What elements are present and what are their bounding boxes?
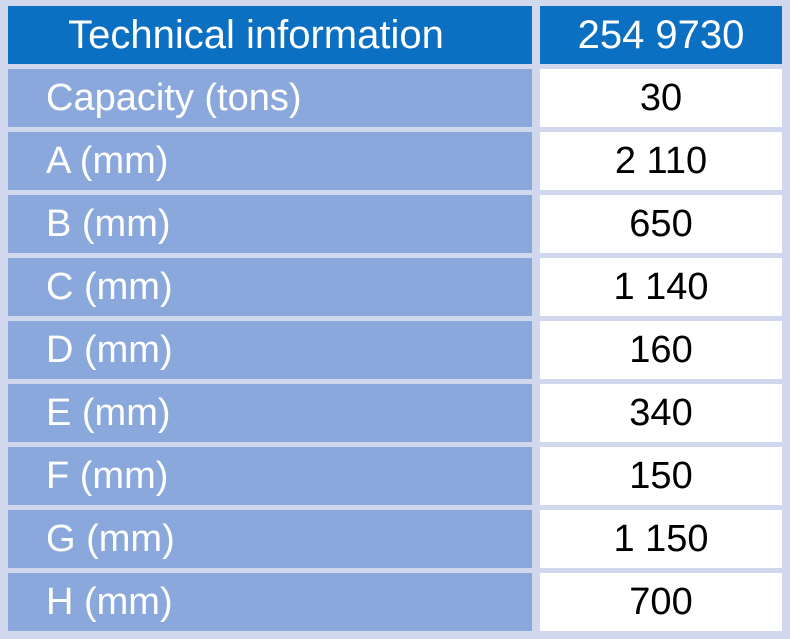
row-value-f: 150 (540, 447, 782, 505)
row-label-g: G (mm) (8, 510, 532, 568)
row-label-c: C (mm) (8, 258, 532, 316)
row-label-capacity: Capacity (tons) (8, 69, 532, 127)
row-label-h: H (mm) (8, 573, 532, 631)
row-value-c: 1 140 (540, 258, 782, 316)
row-value-b: 650 (540, 195, 782, 253)
row-value-d: 160 (540, 321, 782, 379)
row-value-capacity: 30 (540, 69, 782, 127)
row-label-b: B (mm) (8, 195, 532, 253)
row-label-d: D (mm) (8, 321, 532, 379)
row-label-f: F (mm) (8, 447, 532, 505)
row-label-e: E (mm) (8, 384, 532, 442)
row-value-g: 1 150 (540, 510, 782, 568)
table-header-product-number: 254 9730 (540, 6, 782, 64)
row-value-e: 340 (540, 384, 782, 442)
row-value-a: 2 110 (540, 132, 782, 190)
table-header-title: Technical information (8, 6, 532, 64)
row-label-a: A (mm) (8, 132, 532, 190)
row-value-h: 700 (540, 573, 782, 631)
